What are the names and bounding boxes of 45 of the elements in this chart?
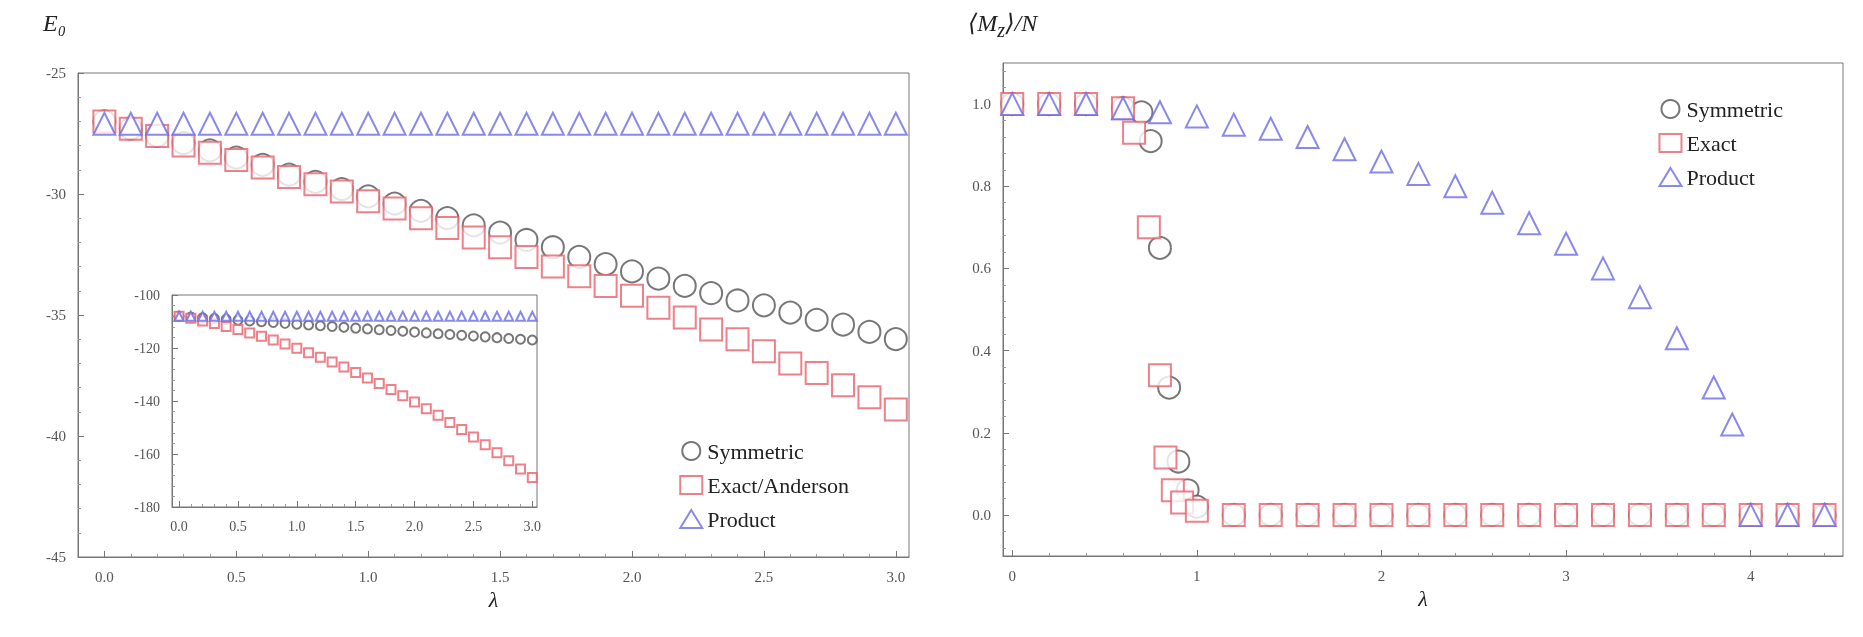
x-tick-label: 4 — [1746, 567, 1755, 584]
x-tick-label: 2 — [1377, 567, 1386, 584]
x-tick-label: 1.0 — [358, 568, 378, 585]
x-tick-label: 2.0 — [622, 568, 642, 585]
y-tick-label: 1.0 — [972, 96, 991, 113]
y-tick-label: 0.8 — [972, 178, 991, 195]
y-tick-label: -160 — [134, 446, 160, 462]
y-tick-label: -45 — [46, 549, 66, 565]
x-tick-label: 0 — [1008, 567, 1016, 584]
y-tick-label: -100 — [134, 287, 160, 303]
x-tick-label: 1.5 — [490, 568, 510, 585]
y-tick-label: -140 — [134, 393, 160, 409]
y-tick-label: 0.0 — [972, 506, 991, 523]
y-tick-label: -120 — [134, 340, 160, 356]
legend-label: Product — [1686, 164, 1755, 190]
x-tick-label: 3.0 — [523, 518, 542, 534]
y-tick-label: -25 — [46, 65, 66, 81]
x-tick-label: 2.5 — [754, 568, 774, 585]
legend-label: Product — [707, 506, 776, 532]
y-axis-title: E₀ — [43, 9, 67, 38]
x-tick-label: 3 — [1562, 567, 1570, 584]
y-tick-label: -40 — [46, 428, 66, 444]
x-tick-label: 2.5 — [464, 518, 483, 534]
y-tick-label: 0.6 — [972, 260, 992, 277]
x-tick-label: 0.5 — [226, 568, 246, 585]
x-tick-label: 1.0 — [288, 518, 306, 534]
x-tick-label: 1.5 — [346, 518, 365, 534]
legend-label: Exact — [1686, 130, 1737, 156]
y-axis-title: ⟨M$_{z}$⟩/N — [968, 9, 1038, 43]
x-tick-label: 0.5 — [229, 518, 247, 534]
x-tick-label: 0.0 — [95, 568, 114, 585]
legend-label: Symmetric — [707, 438, 805, 464]
legend-label: Exact/Anderson — [707, 472, 849, 498]
y-tick-label: -180 — [134, 499, 160, 515]
x-tick-label: 2.0 — [405, 518, 424, 534]
x-axis-title: λ — [1417, 586, 1428, 612]
y-tick-label: 0.2 — [972, 424, 991, 441]
y-tick-label: -35 — [46, 307, 66, 323]
x-tick-label: 1 — [1193, 567, 1201, 584]
x-tick-label: 0.0 — [170, 518, 188, 534]
y-tick-label: 0.4 — [972, 342, 992, 359]
legend-label: Symmetric — [1686, 96, 1784, 122]
x-axis-title: λ — [487, 587, 499, 613]
x-tick-label: 3.0 — [886, 568, 906, 585]
y-tick-label: -30 — [46, 186, 66, 202]
